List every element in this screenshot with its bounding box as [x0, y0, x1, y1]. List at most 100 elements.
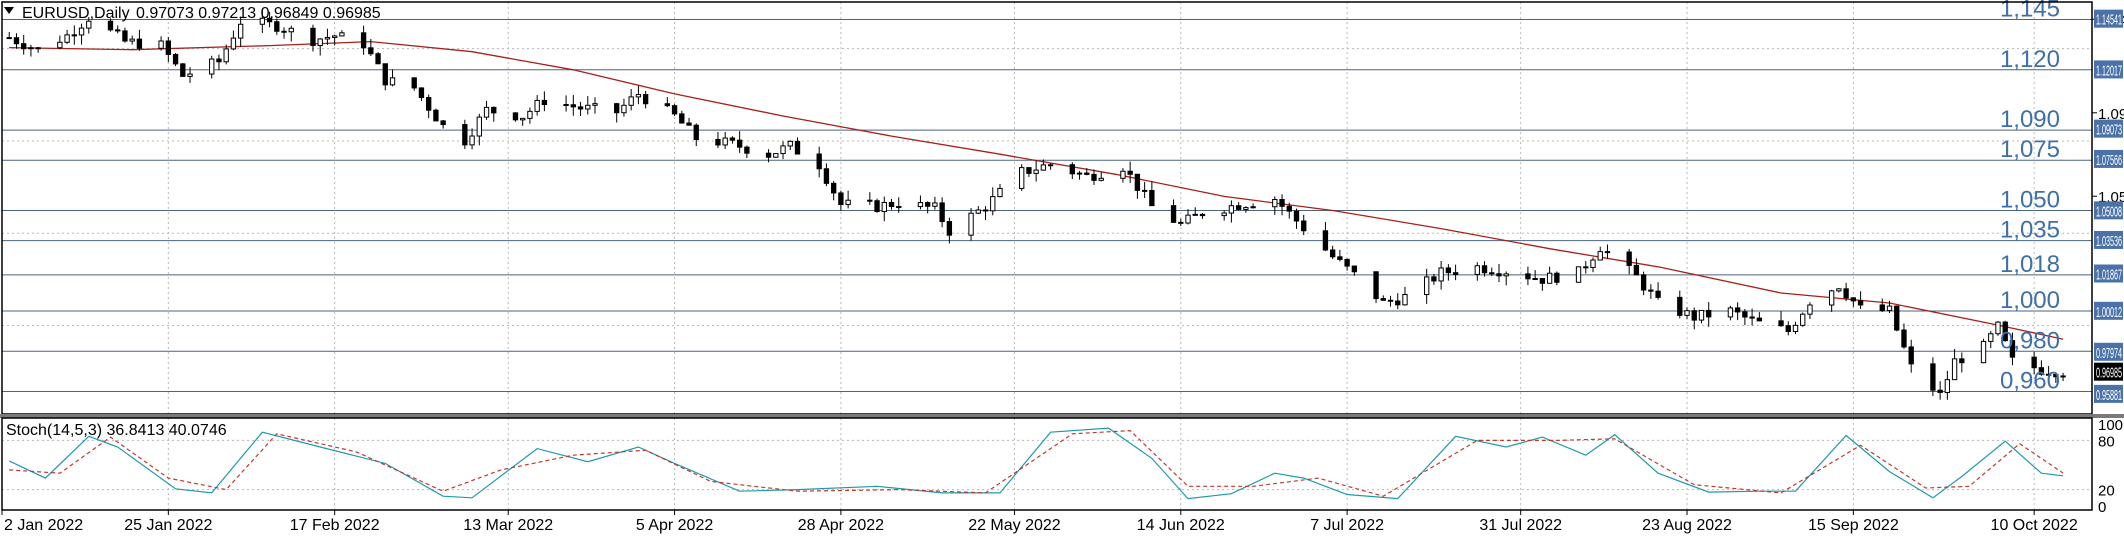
candle[interactable]	[223, 44, 229, 65]
candle[interactable]	[2038, 360, 2045, 376]
candle[interactable]	[1286, 202, 1292, 219]
candle[interactable]	[1199, 213, 1206, 219]
candle[interactable]	[765, 149, 772, 163]
candle[interactable]	[1604, 244, 1611, 259]
candle[interactable]	[1120, 168, 1126, 183]
candle[interactable]	[1474, 262, 1480, 281]
candle[interactable]	[107, 18, 114, 32]
candle[interactable]	[389, 69, 396, 87]
price-axis[interactable]: 1.145111.098601.057101.145411.120171.090…	[2092, 9, 2124, 404]
candle[interactable]	[462, 119, 468, 150]
candle[interactable]	[1250, 203, 1256, 209]
candle[interactable]	[288, 25, 294, 42]
candle[interactable]	[1539, 278, 1546, 291]
candle[interactable]	[968, 207, 974, 241]
candle[interactable]	[614, 102, 620, 123]
candle[interactable]	[736, 131, 743, 153]
candle[interactable]	[925, 201, 931, 214]
candle[interactable]	[1749, 308, 1755, 326]
candle[interactable]	[1026, 167, 1032, 177]
candle[interactable]	[917, 195, 924, 210]
candle[interactable]	[1272, 196, 1278, 215]
candle[interactable]	[1047, 163, 1054, 170]
candle[interactable]	[1691, 307, 1697, 330]
candle[interactable]	[1655, 282, 1661, 300]
candle[interactable]	[1828, 289, 1835, 312]
candle[interactable]	[1489, 267, 1495, 277]
candle[interactable]	[216, 54, 222, 71]
candle[interactable]	[932, 196, 938, 210]
candle[interactable]	[512, 112, 519, 122]
candle[interactable]	[1373, 271, 1379, 304]
candle[interactable]	[1438, 261, 1444, 290]
candle[interactable]	[331, 34, 338, 46]
candle[interactable]	[360, 25, 367, 55]
candle[interactable]	[382, 63, 388, 91]
candle[interactable]	[1481, 261, 1488, 277]
candle[interactable]	[1930, 357, 1936, 397]
candle[interactable]	[1134, 173, 1141, 199]
candle[interactable]	[1192, 207, 1198, 216]
candle[interactable]	[1706, 302, 1712, 327]
candle[interactable]	[975, 206, 981, 215]
candle[interactable]	[1351, 265, 1358, 276]
candle[interactable]	[28, 44, 34, 57]
candle[interactable]	[1886, 300, 1893, 314]
candle[interactable]	[1178, 218, 1184, 227]
candle[interactable]	[483, 100, 490, 120]
candle[interactable]	[570, 95, 576, 116]
candle[interactable]	[476, 113, 482, 146]
candle[interactable]	[2060, 372, 2066, 382]
candle[interactable]	[1583, 261, 1589, 274]
candle[interactable]	[1785, 321, 1791, 336]
candle[interactable]	[729, 136, 736, 144]
candle[interactable]	[1424, 268, 1430, 304]
candle[interactable]	[57, 35, 63, 50]
candle[interactable]	[469, 128, 475, 150]
candle[interactable]	[1431, 273, 1437, 285]
candle[interactable]	[2045, 366, 2052, 382]
candle[interactable]	[715, 132, 721, 149]
candle[interactable]	[1590, 257, 1596, 273]
candle[interactable]	[35, 46, 41, 53]
candle[interactable]	[440, 120, 446, 129]
candle[interactable]	[534, 95, 540, 116]
candle[interactable]	[1141, 181, 1148, 199]
candle[interactable]	[1293, 208, 1300, 229]
candle[interactable]	[209, 55, 215, 79]
candle[interactable]	[1951, 348, 1958, 381]
candle[interactable]	[310, 24, 316, 52]
candle[interactable]	[339, 30, 345, 37]
candle[interactable]	[1069, 162, 1075, 180]
candle[interactable]	[1185, 209, 1191, 225]
candle[interactable]	[1575, 266, 1582, 283]
candle[interactable]	[1843, 282, 1849, 302]
candle[interactable]	[1380, 295, 1386, 301]
candle[interactable]	[172, 53, 179, 67]
candle[interactable]	[997, 183, 1003, 198]
candle[interactable]	[1626, 248, 1632, 275]
candle[interactable]	[990, 187, 996, 216]
candle[interactable]	[1279, 194, 1285, 216]
candle[interactable]	[1800, 312, 1806, 327]
candle[interactable]	[1503, 271, 1509, 286]
candle[interactable]	[1980, 338, 1987, 364]
candle[interactable]	[830, 181, 837, 201]
candle[interactable]	[259, 8, 266, 33]
candle[interactable]	[635, 85, 642, 105]
candle[interactable]	[1098, 172, 1104, 182]
candle[interactable]	[64, 29, 70, 45]
candle[interactable]	[1127, 161, 1133, 184]
candle[interactable]	[13, 33, 20, 49]
candle[interactable]	[1033, 160, 1039, 182]
candle[interactable]	[520, 117, 526, 126]
candle[interactable]	[6, 31, 12, 40]
candle[interactable]	[541, 91, 548, 112]
candle[interactable]	[1807, 302, 1813, 320]
candle[interactable]	[888, 198, 895, 210]
candle[interactable]	[1857, 291, 1864, 309]
candle[interactable]	[816, 146, 822, 178]
candle[interactable]	[845, 190, 851, 209]
pane-separator[interactable]	[0, 414, 2124, 418]
candle[interactable]	[1040, 159, 1047, 171]
